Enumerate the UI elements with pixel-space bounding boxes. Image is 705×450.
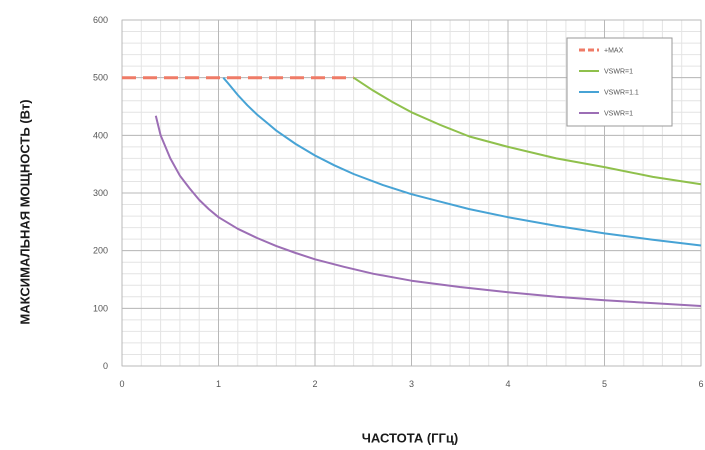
legend: +MAX VSWR=1 VSWR=1.1 VSWR=1 [566,37,673,127]
legend-label: VSWR=1.1 [604,90,639,97]
x-tick-label: 1 [216,379,221,389]
x-axis-label: ЧАСТОТА (ГГц) [361,430,459,446]
y-axis-label: МАКСИМАЛЬНАЯ МОЩНОСТЬ (Вт) [17,99,33,325]
legend-label: VSWR=1 [604,111,633,118]
legend-box [566,37,673,127]
series-line-2 [353,76,702,186]
y-tick-label: 100 [93,303,108,313]
legend-label: +MAX [604,48,624,55]
y-tick-label: 500 [93,73,108,83]
x-tick-label: 2 [312,379,317,389]
y-tick-label: 400 [93,130,108,140]
x-tick-label: 5 [602,379,607,389]
x-tick-label: 4 [505,379,510,389]
y-tick-label: 200 [93,246,108,256]
y-tick-label: 600 [93,15,108,25]
series-line-4 [154,115,702,307]
y-tick-label: 0 [103,361,108,371]
series-lines [122,76,702,307]
x-tick-label: 0 [119,379,124,389]
legend-label: VSWR=1 [604,69,633,76]
tick-labels: 0 100 200 300 400 500 600 0 1 2 3 4 5 6 [93,15,704,389]
series-line-3 [222,77,702,247]
x-tick-label: 3 [409,379,414,389]
y-tick-label: 300 [93,188,108,198]
x-tick-label: 6 [698,379,703,389]
